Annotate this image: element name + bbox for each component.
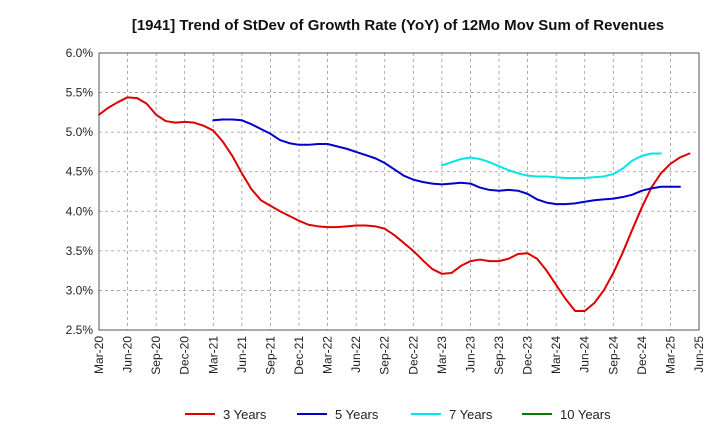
legend-label-3-years: 3 Years xyxy=(223,407,267,422)
x-tick-label: Jun-23 xyxy=(463,336,477,373)
x-tick-label: Dec-20 xyxy=(178,336,192,375)
x-tick-label: Dec-22 xyxy=(406,336,420,375)
grid-lines xyxy=(98,52,700,331)
legend-label-7-years: 7 Years xyxy=(449,407,493,422)
plot-frame xyxy=(98,52,700,331)
x-tick-label: Sep-23 xyxy=(492,336,506,375)
x-tick-label: Dec-23 xyxy=(521,336,535,375)
series-line-3-years xyxy=(98,96,691,313)
x-tick-label: Sep-21 xyxy=(263,336,277,375)
x-tick-label: Sep-20 xyxy=(149,336,163,375)
series-lines xyxy=(98,96,691,313)
x-tick-label: Mar-20 xyxy=(92,336,106,374)
legend-label-10-years: 10 Years xyxy=(560,407,611,422)
x-tick-label: Mar-23 xyxy=(435,336,449,374)
series-line-5-years xyxy=(212,118,681,206)
x-tick-label: Dec-24 xyxy=(635,336,649,375)
x-tick-label: Sep-24 xyxy=(606,336,620,375)
x-tick-label: Jun-25 xyxy=(692,336,706,373)
x-tick-label: Jun-20 xyxy=(121,336,135,373)
y-tick-label: 2.5% xyxy=(66,323,94,337)
x-tick-label: Mar-21 xyxy=(206,336,220,374)
legend: 3 Years 5 Years 7 Years 10 Years xyxy=(185,407,611,422)
x-tick-label: Sep-22 xyxy=(378,336,392,375)
x-tick-label: Dec-21 xyxy=(292,336,306,375)
y-tick-label: 5.5% xyxy=(66,86,94,100)
legend-label-5-years: 5 Years xyxy=(335,407,379,422)
x-tick-label: Jun-24 xyxy=(578,336,592,373)
x-tick-label: Jun-22 xyxy=(349,336,363,373)
x-tick-label: Mar-24 xyxy=(549,336,563,374)
chart-title: [1941] Trend of StDev of Growth Rate (Yo… xyxy=(132,17,664,34)
y-tick-label: 4.5% xyxy=(66,165,94,179)
x-tick-label: Jun-21 xyxy=(235,336,249,373)
y-axis-ticks: 2.5% 3.0% 3.5% 4.0% 4.5% 5.0% 5.5% 6.0% xyxy=(66,46,94,337)
y-tick-label: 3.0% xyxy=(66,283,94,297)
y-tick-label: 4.0% xyxy=(66,204,94,218)
x-tick-label: Mar-22 xyxy=(321,336,335,374)
x-tick-label: Mar-25 xyxy=(663,336,677,374)
y-tick-label: 6.0% xyxy=(66,46,94,60)
y-tick-label: 3.5% xyxy=(66,244,94,258)
y-tick-label: 5.0% xyxy=(66,125,94,139)
x-axis-ticks: Mar-20 Jun-20 Sep-20 Dec-20 Mar-21 Jun-21 Sep-… xyxy=(92,336,706,375)
series-line-7-years xyxy=(440,152,662,180)
